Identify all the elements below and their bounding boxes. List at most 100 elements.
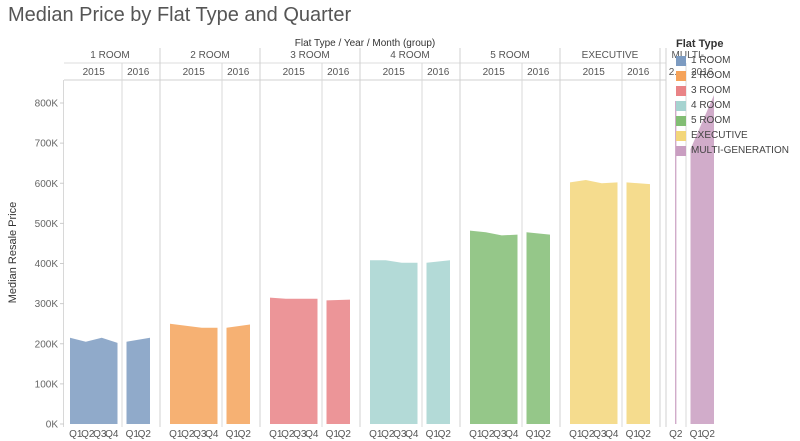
area-mark xyxy=(226,324,250,424)
flat-type-header: 3 ROOM xyxy=(290,50,329,61)
area-mark xyxy=(470,230,518,424)
year-header: 2016 xyxy=(227,67,250,78)
y-tick-label: 800K xyxy=(35,99,59,110)
legend-label: 5 ROOM xyxy=(691,115,731,126)
quarter-label: Q3 xyxy=(293,429,307,440)
quarter-label: Q1 xyxy=(269,429,283,440)
legend-item-1-room[interactable]: 1 ROOM xyxy=(676,53,800,68)
y-tick-label: 500K xyxy=(35,219,59,230)
chart-title: Median Price by Flat Type and Quarter xyxy=(8,4,352,26)
y-tick-label: 0K xyxy=(46,420,59,431)
y-tick-label: 300K xyxy=(35,299,59,310)
quarter-label: Q1 xyxy=(226,429,240,440)
quarter-label: Q2 xyxy=(538,429,552,440)
area-mark xyxy=(370,260,418,424)
column-header: Flat Type / Year / Month (group) xyxy=(295,38,435,49)
year-header: 2016 xyxy=(691,67,714,78)
flat-type-header: 5 ROOM xyxy=(490,50,529,61)
quarter-label: Q4 xyxy=(205,429,219,440)
quarter-label: Q2 xyxy=(669,429,683,440)
quarter-label: Q2 xyxy=(238,429,252,440)
legend: Flat Type 1 ROOM 2 ROOM 3 ROOM 4 ROOM 5 … xyxy=(676,38,800,158)
year-header: 2015 xyxy=(583,67,606,78)
area-mark xyxy=(526,232,550,424)
legend-label: 3 ROOM xyxy=(691,85,731,96)
year-header: 2016 xyxy=(327,67,350,78)
year-header: 2015 xyxy=(283,67,306,78)
quarter-label: Q4 xyxy=(505,429,519,440)
legend-swatch xyxy=(676,70,686,81)
legend-title: Flat Type xyxy=(676,38,724,50)
quarter-label: Q2 xyxy=(138,429,152,440)
quarter-label: Q2 xyxy=(381,429,395,440)
quarter-label: Q2 xyxy=(438,429,452,440)
legend-item-executive[interactable]: EXECUTIVE xyxy=(676,128,800,143)
area-mark xyxy=(626,182,650,424)
legend-item-multi-generation[interactable]: MULTI-GENERATION xyxy=(676,143,800,158)
quarter-label: Q1 xyxy=(690,429,704,440)
year-header: 2015 xyxy=(83,67,106,78)
legend-swatch xyxy=(676,100,686,111)
year-header: 2016 xyxy=(627,67,650,78)
year-header: 2015 xyxy=(383,67,406,78)
legend-swatch xyxy=(676,130,686,141)
legend-label: EXECUTIVE xyxy=(691,130,748,141)
quarter-label: Q1 xyxy=(526,429,540,440)
quarter-label: Q4 xyxy=(305,429,319,440)
quarter-label: Q3 xyxy=(93,429,107,440)
quarter-label: Q1 xyxy=(169,429,183,440)
area-mark xyxy=(170,323,218,424)
area-mark xyxy=(326,299,350,424)
quarter-label: Q1 xyxy=(326,429,340,440)
area-mark xyxy=(690,95,714,424)
quarter-label: Q2 xyxy=(338,429,352,440)
legend-swatch xyxy=(676,145,686,156)
quarter-label: Q2 xyxy=(181,429,195,440)
year-header: 2... xyxy=(669,67,683,78)
legend-item-5-room[interactable]: 5 ROOM xyxy=(676,113,800,128)
quarter-label: Q1 xyxy=(369,429,383,440)
quarter-label: Q1 xyxy=(569,429,583,440)
quarter-label: Q1 xyxy=(626,429,640,440)
legend-item-2-room[interactable]: 2 ROOM xyxy=(676,68,800,83)
quarter-label: Q2 xyxy=(81,429,95,440)
flat-type-header: 2 ROOM xyxy=(190,50,229,61)
flat-type-header: EXECUTIVE xyxy=(582,50,639,61)
legend-item-4-room[interactable]: 4 ROOM xyxy=(676,98,800,113)
area-mark xyxy=(70,337,118,424)
quarter-label: Q2 xyxy=(281,429,295,440)
legend-label: 1 ROOM xyxy=(691,55,731,66)
quarter-label: Q2 xyxy=(581,429,595,440)
legend-swatch xyxy=(676,55,686,66)
quarter-label: Q1 xyxy=(126,429,140,440)
y-tick-label: 100K xyxy=(35,379,59,390)
quarter-label: Q3 xyxy=(493,429,507,440)
quarter-label: Q3 xyxy=(193,429,207,440)
quarter-label: Q2 xyxy=(638,429,652,440)
legend-label: MULTI-GENERATION xyxy=(691,145,789,156)
year-header: 2015 xyxy=(183,67,206,78)
flat-type-header: MULTI-... xyxy=(672,50,713,61)
quarter-label: Q4 xyxy=(105,429,119,440)
y-axis-title: Median Resale Price xyxy=(7,202,19,304)
y-tick-label: 700K xyxy=(35,139,59,150)
legend-item-3-room[interactable]: 3 ROOM xyxy=(676,83,800,98)
quarter-label: Q4 xyxy=(605,429,619,440)
quarter-label: Q3 xyxy=(593,429,607,440)
year-header: 2016 xyxy=(527,67,550,78)
quarter-label: Q1 xyxy=(469,429,483,440)
quarter-label: Q3 xyxy=(393,429,407,440)
legend-swatch xyxy=(676,115,686,126)
quarter-label: Q2 xyxy=(702,429,716,440)
quarter-label: Q2 xyxy=(481,429,495,440)
year-header: 2016 xyxy=(127,67,150,78)
area-mark xyxy=(426,260,450,424)
year-header: 2016 xyxy=(427,67,450,78)
quarter-label: Q1 xyxy=(426,429,440,440)
quarter-label: Q1 xyxy=(69,429,83,440)
flat-type-header: 4 ROOM xyxy=(390,50,429,61)
area-mark xyxy=(270,297,318,424)
y-tick-label: 400K xyxy=(35,259,59,270)
area-mark xyxy=(570,180,618,424)
